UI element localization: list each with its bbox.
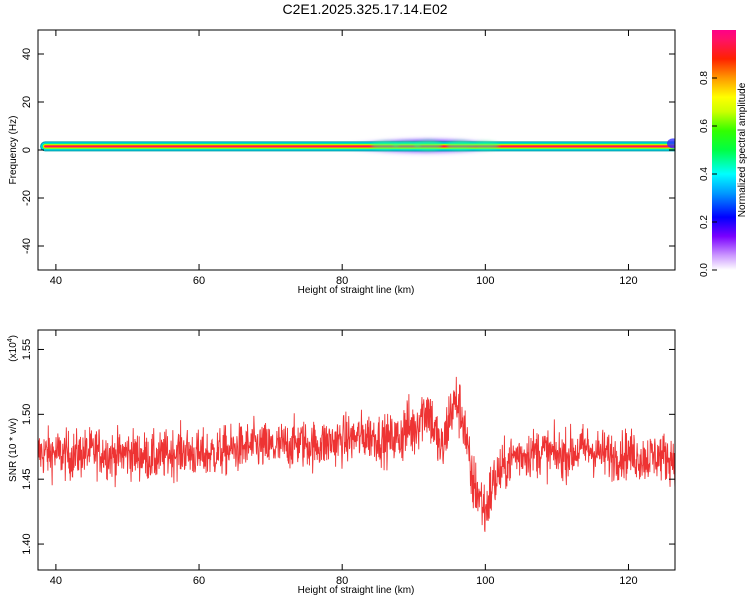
spectrogram-y-tick-label: 20 [21,96,33,108]
spectrogram-x-tick-label: 40 [50,275,62,287]
spectrogram-y-tick-label: 0 [21,147,33,153]
colorbar-ticks: 0.0 0.2 0.4 0.6 0.8 [699,71,717,277]
snr-y-tick-label: 1.45 [21,468,33,489]
spectrogram-patch [392,141,421,150]
spectrogram-patch [371,141,400,150]
svg-text:(x104): (x104) [7,335,19,362]
spectrogram-edge-blob [667,138,675,149]
snr-multiplier: (x104) [7,335,19,362]
spectrogram-y-tick-label: -20 [21,190,33,206]
snr-panel: 40 60 80 100 120 1.40 1.45 1.50 1.55 Height of s… [7,329,676,596]
spectrogram-patch [414,140,443,151]
snr-x-label: Height of straight line (km) [298,585,415,596]
spectrogram-y-label: Frequency (Hz) [8,116,19,185]
spectrogram-x-tick-label: 60 [193,275,205,287]
snr-x-tick-label: 100 [476,575,494,587]
snr-multiplier-close: ) [8,335,19,338]
spectrogram-y-tick-label: -40 [21,238,33,254]
snr-x-tick-label: 60 [193,575,205,587]
snr-y-label: SNR (10 * v/v) [8,418,19,482]
snr-axes: 40 60 80 100 120 1.40 1.45 1.50 1.55 [21,330,675,587]
snr-multiplier-prefix: (x10 [8,342,19,362]
snr-y-tick-label: 1.50 [21,404,33,425]
spectrogram-patch [446,140,475,151]
snr-x-tick-label: 120 [619,575,637,587]
snr-line [38,376,675,532]
colorbar-gradient [712,30,736,270]
colorbar-tick-label: 0.6 [699,119,710,133]
figure-title: C2E1.2025.325.17.14.E02 [282,1,447,17]
snr-x-tick-label: 40 [50,575,62,587]
colorbar-label: Normalized spectral amplitude [737,82,748,217]
snr-x-tick-label: 80 [336,575,348,587]
spectrogram-x-label: Height of straight line (km) [298,285,415,296]
spectrogram-patch [471,141,500,150]
spectrogram-y-tick-label: 40 [21,48,33,60]
colorbar-tick-label: 0.8 [699,71,710,85]
spectrogram-axes: 40 60 80 100 120 -40 -20 0 20 40 [21,30,675,287]
snr-frame [37,329,676,571]
colorbar: 0.0 0.2 0.4 0.6 0.8 Normalized spectral ampl… [699,30,748,277]
spectrogram-x-tick-label: 120 [619,275,637,287]
spectrogram-heatmap [40,137,675,155]
colorbar-tick-label: 0.0 [699,263,710,277]
snr-y-tick-label: 1.55 [21,339,33,360]
snr-y-tick-label: 1.40 [21,533,33,554]
spectrogram-x-tick-label: 80 [336,275,348,287]
spectrogram-x-tick-label: 100 [476,275,494,287]
colorbar-tick-label: 0.2 [699,215,710,229]
snr-multiplier-exponent: 4 [7,338,14,342]
spectrogram-panel: 40 60 80 100 120 -40 -20 0 20 40 Height of straig… [8,29,676,296]
colorbar-tick-label: 0.4 [699,167,710,181]
